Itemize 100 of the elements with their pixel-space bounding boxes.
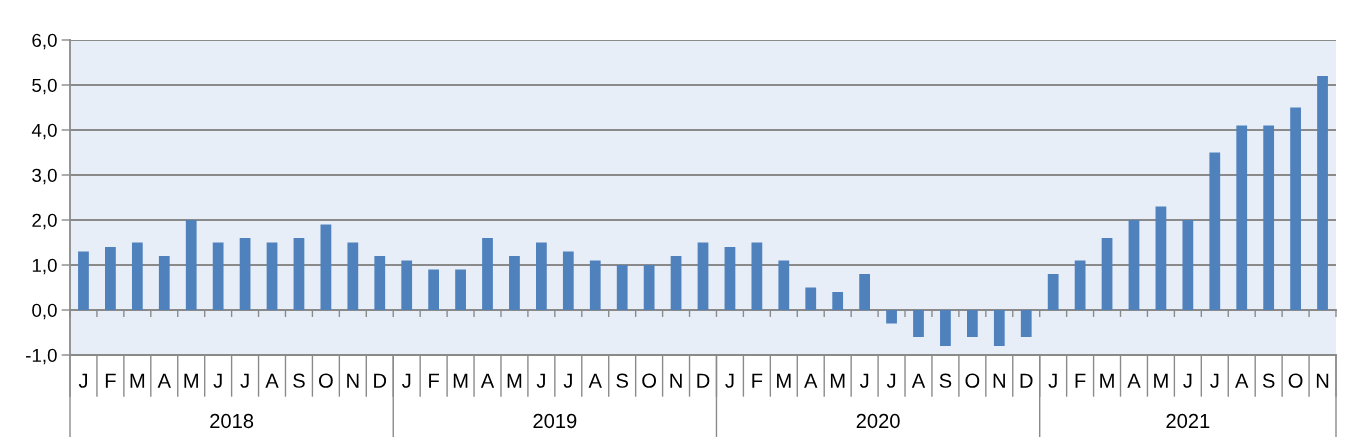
x-tick-label: O <box>1288 373 1303 388</box>
bar <box>1128 220 1140 310</box>
bar <box>940 310 951 346</box>
x-tick-label: F <box>1075 373 1086 388</box>
bar <box>643 265 655 310</box>
x-tick-label: A <box>1127 373 1141 388</box>
x-tick-label: D <box>374 373 387 388</box>
bar <box>320 224 332 310</box>
bar <box>993 310 1005 346</box>
bar <box>913 310 924 337</box>
text: 2019 <box>533 413 577 429</box>
x-tick-label: O <box>319 373 333 388</box>
x-tick-label: M <box>184 373 198 388</box>
x-tick-label: J <box>563 373 572 388</box>
x-tick-label: F <box>752 373 763 388</box>
bar <box>158 256 170 310</box>
x-tick-label: A <box>265 373 279 388</box>
bar <box>589 260 601 310</box>
bar <box>212 242 224 310</box>
x-tick-label: F <box>429 373 439 388</box>
text: 2018 <box>210 413 254 429</box>
bar <box>1209 152 1221 310</box>
text: 2020 <box>856 413 900 429</box>
bar <box>697 242 709 310</box>
x-tick-label: O <box>965 373 980 388</box>
bar <box>509 256 520 310</box>
bar <box>1290 107 1301 310</box>
bar <box>536 242 547 310</box>
x-tick-label: S <box>939 373 952 388</box>
bar <box>778 260 790 310</box>
bar <box>266 242 278 310</box>
y-tick-label: 6,0 <box>32 33 57 50</box>
x-tick-label: A <box>480 373 495 388</box>
x-tick-label: J <box>78 373 88 388</box>
bar <box>374 256 386 310</box>
bar <box>1074 260 1086 310</box>
bar <box>805 287 817 310</box>
y-tick-label: 5,0 <box>32 78 57 95</box>
x-tick-label: J <box>536 373 545 388</box>
bar <box>78 251 89 310</box>
x-tick-label: M <box>507 373 522 388</box>
x-tick-label: M <box>830 373 845 388</box>
y-tick-label: 1,0 <box>32 258 57 275</box>
bar <box>428 269 440 310</box>
x-tick-label: A <box>588 373 602 388</box>
x-tick-label: J <box>213 373 222 388</box>
x-tick-label: M <box>453 373 468 388</box>
bar <box>1317 76 1328 310</box>
text: 2021 <box>1166 413 1210 429</box>
x-tick-label: N <box>670 373 682 388</box>
bar <box>239 238 251 310</box>
bar <box>1047 274 1059 310</box>
bar <box>616 265 628 310</box>
bar <box>105 247 116 310</box>
y-tick-label: -1,0 <box>26 348 57 365</box>
bar <box>1182 220 1194 310</box>
bar <box>293 238 305 310</box>
x-tick-label: S <box>1262 373 1275 388</box>
bar <box>670 256 682 310</box>
bar <box>832 292 844 310</box>
x-tick-label: M <box>1100 373 1114 388</box>
bar <box>455 269 466 310</box>
x-tick-label: N <box>993 373 1005 388</box>
bar <box>1020 310 1032 337</box>
x-tick-label: D <box>1020 373 1033 388</box>
x-tick-label: M <box>1154 373 1168 388</box>
bar <box>1101 238 1113 310</box>
x-tick-label: A <box>804 373 818 388</box>
bar <box>401 260 413 310</box>
bar <box>966 310 978 337</box>
x-tick-label: M <box>130 373 145 388</box>
x-tick-label: J <box>1183 373 1192 388</box>
x-tick-label: J <box>401 373 411 388</box>
bar <box>724 247 736 310</box>
bar <box>859 274 870 310</box>
x-tick-label: F <box>105 373 116 388</box>
x-tick-label: A <box>157 373 171 388</box>
y-tick-label: 0,0 <box>32 303 57 320</box>
x-tick-label: N <box>347 373 359 388</box>
bar <box>131 242 143 310</box>
x-tick-label: A <box>1235 373 1249 388</box>
y-tick-label: 3,0 <box>32 168 57 185</box>
bar <box>1263 125 1275 310</box>
bar <box>562 251 574 310</box>
y-tick-label: 4,0 <box>31 123 57 140</box>
bar <box>185 220 197 310</box>
bar <box>886 310 897 324</box>
bar <box>347 242 359 310</box>
x-tick-label: M <box>777 373 791 388</box>
y-tick-label: 2,0 <box>32 213 57 230</box>
x-tick-label: J <box>240 373 249 388</box>
x-tick-label: J <box>725 373 734 388</box>
x-tick-label: S <box>616 373 628 388</box>
x-tick-label: D <box>697 373 710 388</box>
x-tick-label: J <box>859 373 869 388</box>
bar <box>1155 206 1167 310</box>
x-tick-label: O <box>642 373 656 388</box>
x-tick-label: N <box>1316 373 1329 388</box>
x-tick-label: S <box>293 373 305 388</box>
bar <box>751 242 763 310</box>
